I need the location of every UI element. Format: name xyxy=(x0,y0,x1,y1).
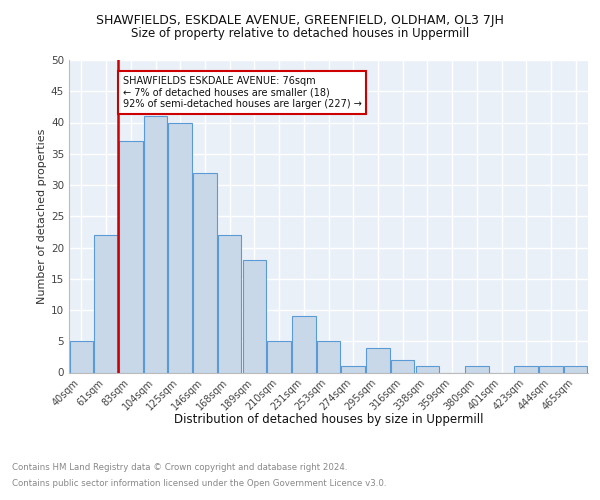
Bar xyxy=(391,360,415,372)
Text: Distribution of detached houses by size in Uppermill: Distribution of detached houses by size … xyxy=(174,412,484,426)
Bar xyxy=(341,366,365,372)
Bar xyxy=(144,116,167,372)
Bar xyxy=(268,341,291,372)
Bar xyxy=(119,141,143,372)
Bar xyxy=(292,316,316,372)
Bar xyxy=(539,366,563,372)
Text: Size of property relative to detached houses in Uppermill: Size of property relative to detached ho… xyxy=(131,27,469,40)
Bar xyxy=(514,366,538,372)
Bar xyxy=(416,366,439,372)
Bar xyxy=(366,348,389,372)
Bar xyxy=(317,341,340,372)
Text: SHAWFIELDS ESKDALE AVENUE: 76sqm
← 7% of detached houses are smaller (18)
92% of: SHAWFIELDS ESKDALE AVENUE: 76sqm ← 7% of… xyxy=(123,76,362,109)
Bar xyxy=(218,235,241,372)
Bar xyxy=(242,260,266,372)
Bar xyxy=(564,366,587,372)
Text: Contains HM Land Registry data © Crown copyright and database right 2024.: Contains HM Land Registry data © Crown c… xyxy=(12,462,347,471)
Bar xyxy=(70,341,93,372)
Bar xyxy=(465,366,488,372)
Bar xyxy=(169,122,192,372)
Y-axis label: Number of detached properties: Number of detached properties xyxy=(37,128,47,304)
Text: SHAWFIELDS, ESKDALE AVENUE, GREENFIELD, OLDHAM, OL3 7JH: SHAWFIELDS, ESKDALE AVENUE, GREENFIELD, … xyxy=(96,14,504,27)
Text: Contains public sector information licensed under the Open Government Licence v3: Contains public sector information licen… xyxy=(12,479,386,488)
Bar xyxy=(94,235,118,372)
Bar xyxy=(193,172,217,372)
